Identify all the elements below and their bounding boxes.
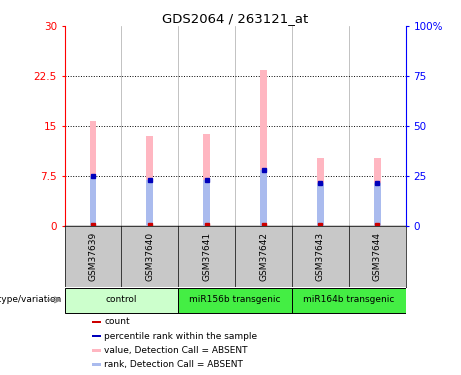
Text: GSM37639: GSM37639 (89, 232, 97, 281)
Text: GSM37640: GSM37640 (145, 232, 154, 281)
Text: GSM37644: GSM37644 (373, 232, 382, 281)
Text: value, Detection Call = ABSENT: value, Detection Call = ABSENT (104, 346, 248, 355)
Text: percentile rank within the sample: percentile rank within the sample (104, 332, 257, 340)
Bar (92, 335, 101, 338)
Bar (89, 176, 96, 226)
Bar (147, 136, 153, 226)
Bar (92, 363, 101, 366)
Bar (292, 288, 406, 313)
Bar (374, 158, 381, 226)
Text: control: control (106, 296, 137, 304)
Text: GSM37641: GSM37641 (202, 232, 211, 281)
Bar (203, 180, 210, 226)
Bar (317, 183, 324, 226)
Bar (260, 69, 267, 226)
Text: miR164b transgenic: miR164b transgenic (303, 296, 395, 304)
Title: GDS2064 / 263121_at: GDS2064 / 263121_at (162, 12, 308, 25)
Bar (65, 288, 178, 313)
Bar (147, 180, 153, 226)
Bar (203, 134, 210, 226)
Bar (92, 349, 101, 352)
Bar (260, 170, 267, 226)
Text: count: count (104, 318, 130, 327)
Text: genotype/variation: genotype/variation (0, 296, 62, 304)
Bar (374, 183, 381, 226)
Bar (178, 288, 292, 313)
Text: rank, Detection Call = ABSENT: rank, Detection Call = ABSENT (104, 360, 243, 369)
Bar (317, 158, 324, 226)
Bar (89, 121, 96, 226)
Bar (92, 321, 101, 323)
Text: GSM37643: GSM37643 (316, 232, 325, 281)
Text: GSM37642: GSM37642 (259, 232, 268, 281)
Text: miR156b transgenic: miR156b transgenic (189, 296, 281, 304)
